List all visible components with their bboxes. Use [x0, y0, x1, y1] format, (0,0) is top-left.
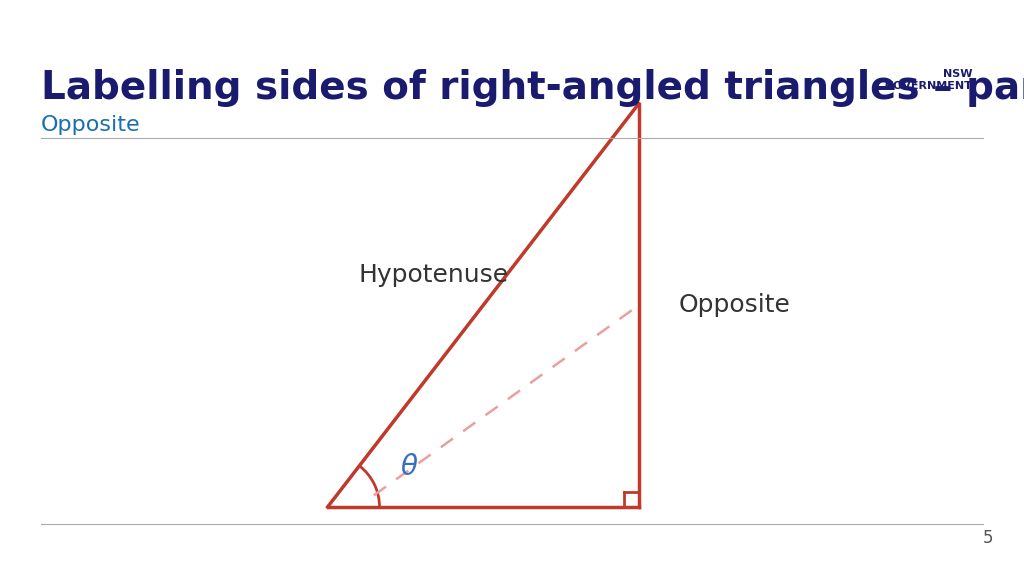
Text: θ: θ — [400, 453, 418, 481]
Text: 5: 5 — [983, 529, 993, 547]
Text: Opposite: Opposite — [41, 115, 140, 135]
Text: Opposite: Opposite — [679, 293, 791, 317]
Text: NSW
GOVERNMENT: NSW GOVERNMENT — [885, 69, 973, 91]
Text: Labelling sides of right-angled triangles – part 2: Labelling sides of right-angled triangle… — [41, 69, 1024, 107]
Text: Hypotenuse: Hypotenuse — [359, 263, 509, 287]
